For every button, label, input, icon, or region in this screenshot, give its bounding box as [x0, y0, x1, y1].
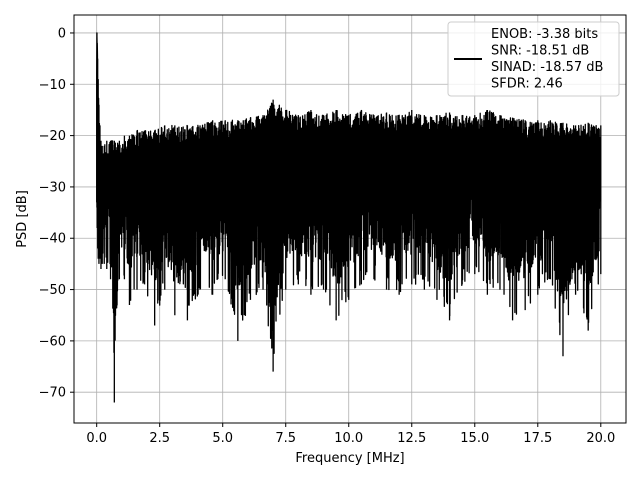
legend-box — [447, 21, 620, 97]
y-tick-label: −30 — [39, 180, 66, 195]
x-tick-label: 20.0 — [586, 431, 615, 446]
legend-sinad: SINAD: -18.57 dB — [491, 60, 603, 75]
y-tick-label: −70 — [39, 386, 66, 401]
plot-area-frame — [73, 14, 627, 424]
legend-sfdr: SFDR: 2.46 — [491, 77, 563, 92]
x-tick-label: 7.5 — [275, 431, 296, 446]
x-axis-label: Frequency [MHz] — [295, 451, 404, 466]
y-axis-label: PSD [dB] — [15, 190, 30, 248]
legend: ENOB: -3.38 bits SNR: -18.51 dB SINAD: -… — [447, 21, 620, 97]
y-tick-label: 0 — [58, 26, 66, 41]
x-tick-label: 5.0 — [212, 431, 233, 446]
y-tick-label: −10 — [39, 78, 66, 93]
x-axis-ticks: 0.0 2.5 5.0 7.5 10.0 12.5 15.0 17.5 20.0 — [86, 423, 615, 446]
x-tick-label: 12.5 — [397, 431, 426, 446]
x-tick-label: 10.0 — [334, 431, 363, 446]
psd-trace — [96, 32, 602, 403]
y-tick-label: −60 — [39, 334, 66, 349]
y-tick-label: −50 — [39, 283, 66, 298]
legend-enob: ENOB: -3.38 bits — [491, 27, 598, 42]
psd-line — [96, 32, 602, 403]
x-tick-label: 15.0 — [460, 431, 489, 446]
x-tick-label: 2.5 — [149, 431, 170, 446]
legend-snr: SNR: -18.51 dB — [491, 44, 589, 59]
y-axis-ticks: 0 −10 −20 −30 −40 −50 −60 −70 — [39, 26, 74, 401]
x-tick-label: 0.0 — [86, 431, 107, 446]
y-tick-label: −40 — [39, 232, 66, 247]
y-tick-label: −20 — [39, 129, 66, 144]
x-tick-label: 17.5 — [523, 431, 552, 446]
